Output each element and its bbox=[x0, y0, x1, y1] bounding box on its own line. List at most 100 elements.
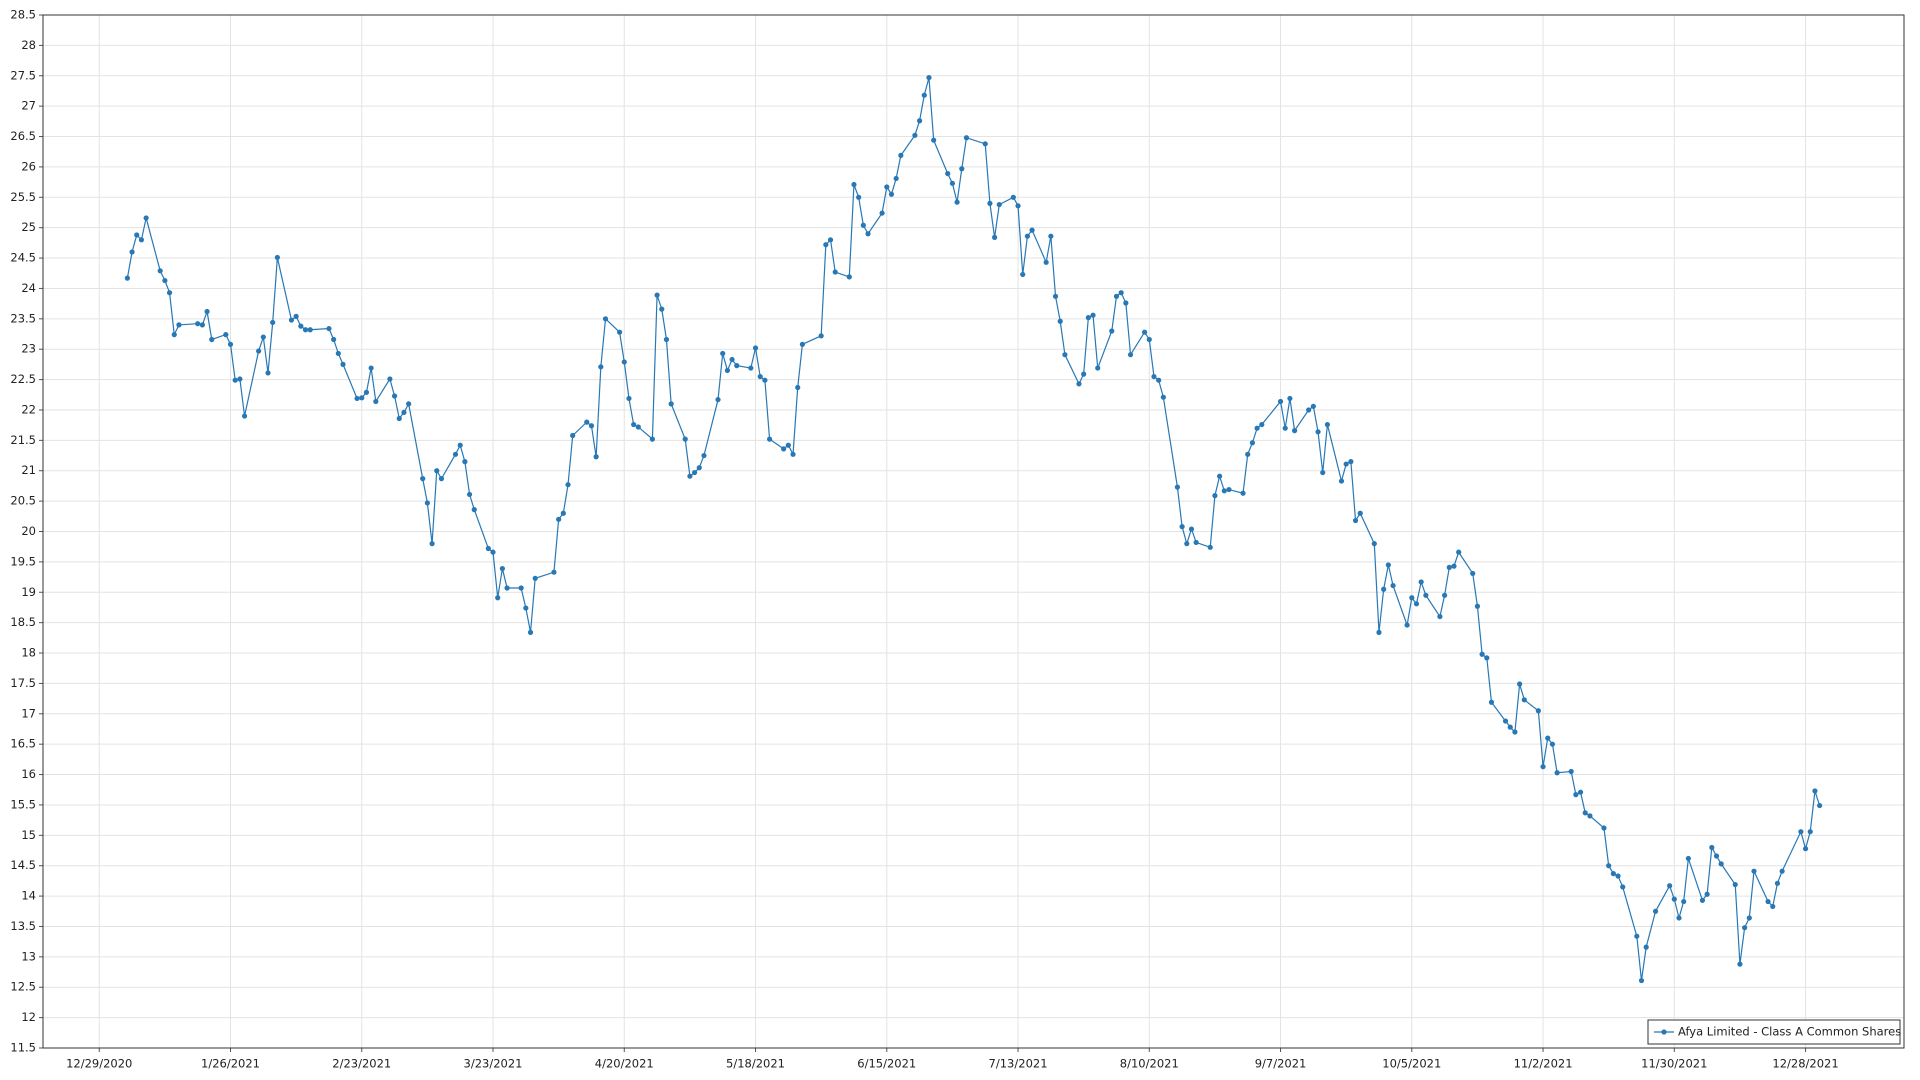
data-point bbox=[654, 292, 660, 298]
data-point bbox=[368, 365, 374, 371]
data-point bbox=[1765, 898, 1771, 905]
data-point bbox=[1315, 429, 1321, 435]
data-point bbox=[659, 306, 665, 312]
y-tick-label: 19.5 bbox=[10, 554, 36, 568]
data-point bbox=[260, 334, 266, 340]
data-point bbox=[823, 242, 829, 248]
data-point bbox=[1081, 371, 1087, 377]
data-point bbox=[176, 322, 182, 328]
data-point bbox=[1451, 563, 1457, 569]
y-tick-label: 26 bbox=[21, 159, 36, 173]
data-point bbox=[898, 152, 904, 158]
data-point bbox=[1015, 203, 1021, 209]
x-tick-label: 7/13/2021 bbox=[989, 1057, 1048, 1071]
y-tick-label: 16 bbox=[21, 767, 36, 781]
y-tick-label: 16.5 bbox=[10, 737, 36, 751]
data-point bbox=[752, 345, 759, 351]
data-point bbox=[954, 199, 960, 205]
data-point bbox=[635, 424, 641, 430]
y-tick-label: 11.5 bbox=[10, 1041, 36, 1055]
data-point bbox=[785, 442, 791, 448]
data-point bbox=[1554, 770, 1560, 776]
data-point bbox=[748, 365, 754, 371]
data-point bbox=[1474, 603, 1481, 609]
data-point bbox=[424, 500, 430, 506]
data-point bbox=[649, 436, 655, 442]
data-point bbox=[1652, 908, 1659, 914]
data-point bbox=[134, 232, 140, 238]
data-point bbox=[1779, 868, 1785, 874]
data-point bbox=[396, 415, 402, 422]
data-point bbox=[1381, 586, 1387, 592]
data-point bbox=[1282, 425, 1288, 431]
data-point bbox=[223, 332, 229, 338]
data-point bbox=[143, 215, 149, 221]
data-point bbox=[1113, 293, 1120, 299]
x-tick-label: 6/15/2021 bbox=[857, 1057, 916, 1071]
data-point bbox=[593, 454, 599, 460]
y-tick-label: 13.5 bbox=[10, 919, 36, 933]
data-point bbox=[959, 166, 965, 172]
data-point bbox=[1437, 613, 1443, 620]
data-point bbox=[171, 332, 177, 338]
data-point bbox=[781, 446, 787, 452]
data-point bbox=[865, 231, 871, 237]
y-tick-label: 23.5 bbox=[10, 311, 36, 325]
data-point bbox=[1517, 681, 1523, 687]
data-point bbox=[1418, 579, 1424, 585]
data-point bbox=[1512, 729, 1518, 735]
data-point bbox=[570, 432, 576, 439]
y-tick-label: 24 bbox=[21, 281, 36, 295]
data-point bbox=[490, 549, 496, 555]
y-tick-label: 24.5 bbox=[10, 251, 36, 265]
data-point bbox=[832, 269, 838, 275]
data-point bbox=[963, 135, 970, 141]
data-point bbox=[1348, 459, 1354, 465]
data-point bbox=[429, 541, 435, 547]
data-point bbox=[1479, 651, 1485, 657]
data-point bbox=[485, 545, 491, 552]
data-point bbox=[359, 395, 365, 401]
data-point bbox=[1802, 846, 1809, 852]
data-point bbox=[406, 401, 412, 407]
data-point bbox=[452, 451, 459, 457]
y-tick-label: 17 bbox=[21, 706, 36, 720]
x-tick-label: 11/30/2021 bbox=[1641, 1057, 1707, 1071]
data-point bbox=[204, 308, 210, 315]
data-point bbox=[209, 336, 215, 343]
data-point bbox=[1521, 697, 1527, 703]
data-point bbox=[701, 452, 707, 459]
data-point bbox=[335, 350, 341, 357]
data-point bbox=[663, 336, 670, 343]
data-point bbox=[1638, 977, 1645, 984]
data-point bbox=[1587, 813, 1593, 819]
data-point bbox=[1160, 394, 1166, 400]
data-point bbox=[293, 313, 299, 319]
y-tick-label: 14 bbox=[21, 889, 36, 903]
data-point bbox=[1306, 407, 1312, 413]
data-point bbox=[1713, 853, 1720, 859]
x-tick-label: 8/10/2021 bbox=[1120, 1057, 1179, 1071]
data-point bbox=[818, 333, 824, 339]
data-point bbox=[340, 361, 346, 367]
data-point bbox=[1310, 403, 1316, 409]
data-point bbox=[462, 459, 468, 465]
data-point bbox=[682, 436, 688, 442]
data-point bbox=[504, 585, 510, 591]
data-point bbox=[326, 325, 332, 332]
data-point bbox=[1507, 724, 1513, 730]
data-point bbox=[1029, 227, 1035, 233]
data-point bbox=[879, 210, 885, 216]
data-point bbox=[1292, 428, 1298, 434]
data-point bbox=[1324, 421, 1331, 428]
data-point bbox=[1385, 562, 1391, 568]
data-point bbox=[1057, 318, 1063, 324]
data-point bbox=[1221, 488, 1227, 494]
data-point bbox=[1573, 792, 1579, 798]
data-point bbox=[856, 194, 862, 200]
y-tick-label: 23 bbox=[21, 342, 36, 356]
data-point bbox=[1742, 925, 1748, 931]
data-point bbox=[560, 510, 566, 516]
data-point bbox=[518, 585, 524, 591]
